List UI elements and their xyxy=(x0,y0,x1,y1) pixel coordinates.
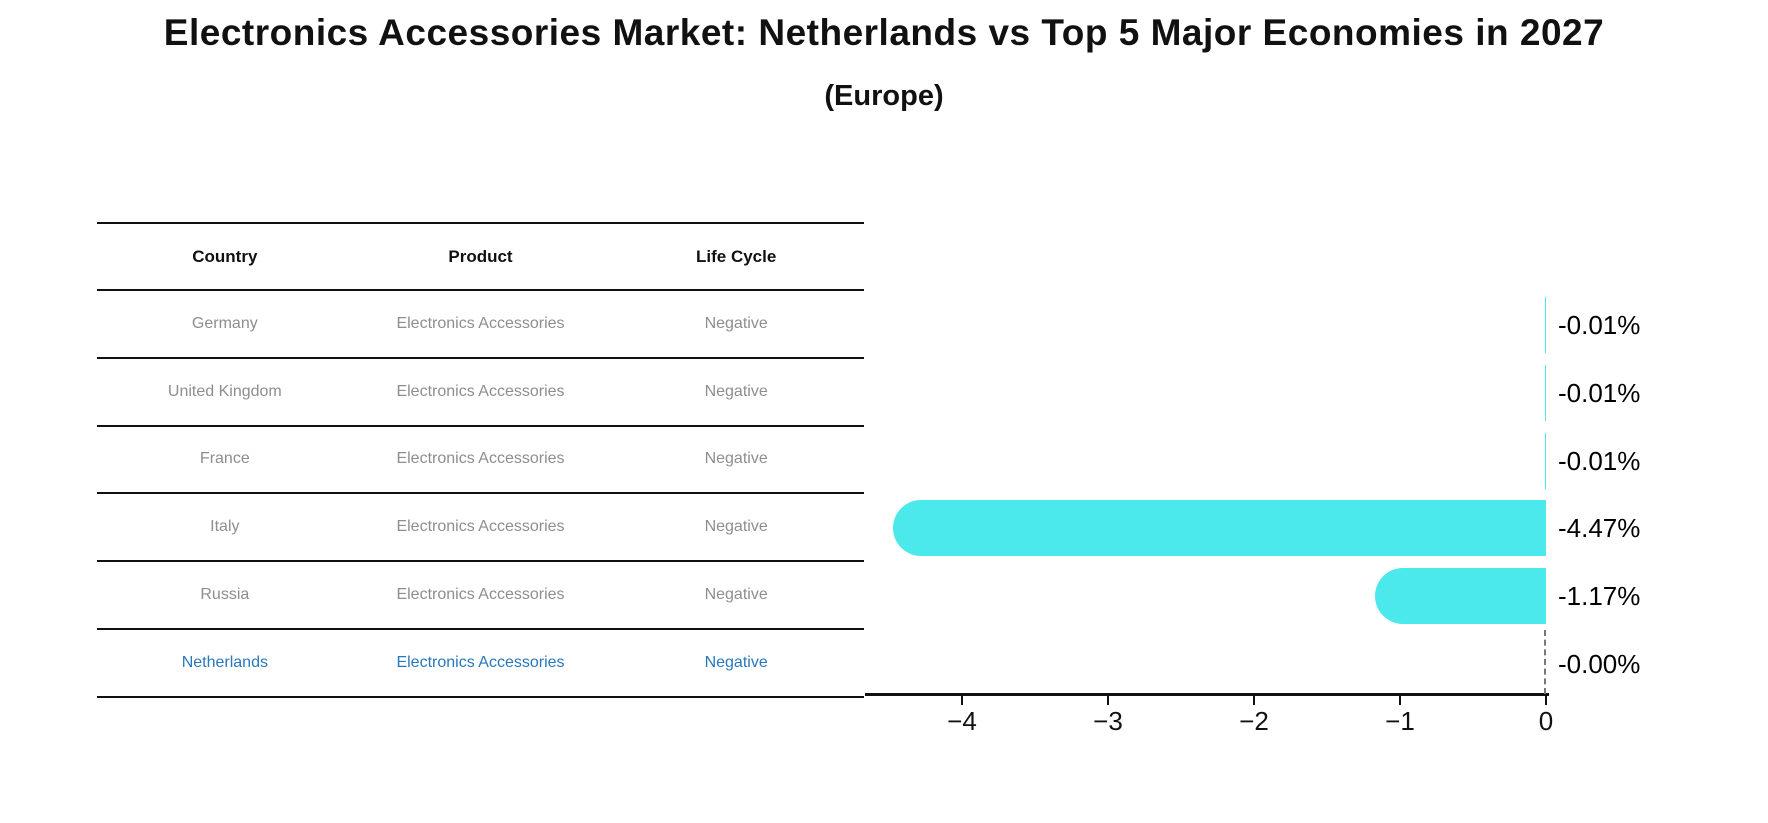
value-label-france: -0.01% xyxy=(1558,445,1641,476)
table-cell-country: Russia xyxy=(97,561,353,630)
table-cell-product: Electronics Accessories xyxy=(352,357,609,427)
bar-united-kingdom xyxy=(1544,364,1546,421)
x-tick--4 xyxy=(961,696,963,705)
table-cell-life-cycle: Negative xyxy=(608,357,864,427)
table-header-life-cycle: Life Cycle xyxy=(608,222,864,291)
table-cell-life-cycle: Negative xyxy=(608,425,864,495)
value-label-germany: -0.01% xyxy=(1558,309,1641,340)
table-row-netherlands: Netherlands Electronics Accessories Negati… xyxy=(97,628,864,698)
zero-value-marker-netherlands xyxy=(1544,629,1546,694)
table-cell-country: France xyxy=(97,425,353,495)
table-header-row: Country Product Life Cycle xyxy=(97,222,864,291)
table-cell-product: Electronics Accessories xyxy=(352,290,609,359)
table-cell-country: Italy xyxy=(97,493,353,563)
value-label-italy: -4.47% xyxy=(1558,513,1641,544)
bar-germany xyxy=(1544,296,1546,353)
table-header-product: Product xyxy=(352,222,609,291)
x-tick-label-0: 0 xyxy=(1538,706,1554,736)
table-row-france: France Electronics Accessories Negative xyxy=(97,425,864,495)
x-tick--2 xyxy=(1253,696,1255,705)
table-row-united-kingdom: United Kingdom Electronics Accessories Neg… xyxy=(97,357,864,427)
x-tick-label--3: −3 xyxy=(1093,706,1123,736)
bar-france xyxy=(1544,432,1546,489)
value-label-netherlands: -0.00% xyxy=(1558,648,1641,679)
x-tick--1 xyxy=(1399,696,1401,705)
x-tick-0 xyxy=(1545,696,1547,705)
table-cell-product: Electronics Accessories xyxy=(352,628,609,698)
x-axis xyxy=(865,693,1549,696)
value-label-united-kingdom: -0.01% xyxy=(1558,377,1641,408)
comparison-table: Country Product Life Cycle Germany Electr… xyxy=(97,222,864,698)
chart-subtitle: (Europe) xyxy=(824,80,944,112)
table-row-russia: Russia Electronics Accessories Negative xyxy=(97,561,864,630)
table-cell-life-cycle: Negative xyxy=(608,628,864,698)
table-cell-life-cycle: Negative xyxy=(608,493,864,563)
x-tick--3 xyxy=(1107,696,1109,705)
bar-russia xyxy=(1375,568,1546,625)
chart-title: Electronics Accessories Market: Netherla… xyxy=(163,12,1605,53)
table-header-country: Country xyxy=(97,222,353,291)
value-label-russia: -1.17% xyxy=(1558,581,1641,612)
bar-italy xyxy=(893,500,1546,557)
table-row-italy: Italy Electronics Accessories Negative xyxy=(97,493,864,563)
table-cell-product: Electronics Accessories xyxy=(352,493,609,563)
table-cell-country: Germany xyxy=(97,290,353,359)
x-tick-label--2: −2 xyxy=(1239,706,1269,736)
table-cell-product: Electronics Accessories xyxy=(352,425,609,495)
table-cell-country: Netherlands xyxy=(97,628,353,698)
table-cell-life-cycle: Negative xyxy=(608,561,864,630)
x-tick-label--1: −1 xyxy=(1385,706,1415,736)
table-row-germany: Germany Electronics Accessories Negative xyxy=(97,290,864,359)
table-cell-life-cycle: Negative xyxy=(608,290,864,359)
table-cell-product: Electronics Accessories xyxy=(352,561,609,630)
x-tick-label--4: −4 xyxy=(947,706,977,736)
table-cell-country: United Kingdom xyxy=(97,357,353,427)
